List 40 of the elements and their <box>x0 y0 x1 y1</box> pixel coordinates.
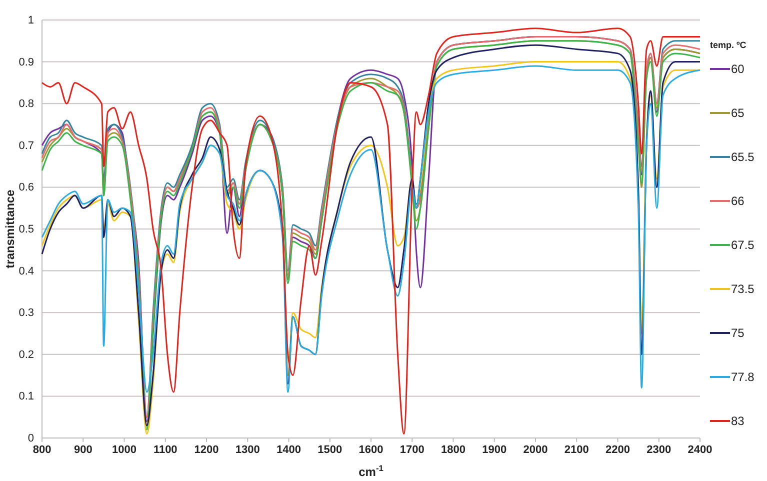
y-tick-label: 0.1 <box>18 390 34 403</box>
x-tick-label: 2200 <box>606 444 630 456</box>
y-tick-label: 0.4 <box>18 265 34 278</box>
x-tick-label: 2100 <box>564 444 589 456</box>
x-tick-label: 1700 <box>400 444 424 456</box>
y-tick-label: 0.6 <box>18 182 34 194</box>
x-tick-label: 1300 <box>235 444 260 456</box>
y-tick-label: 1 <box>28 14 34 27</box>
x-tick-label: 1000 <box>112 444 136 456</box>
x-tick-label: 900 <box>74 444 92 456</box>
legend-label: 65.5 <box>731 150 755 164</box>
x-tick-label: 1600 <box>358 444 384 456</box>
x-tick-label: 1200 <box>194 444 219 456</box>
legend-label: 73.5 <box>731 282 755 296</box>
y-tick-label: 0.5 <box>18 224 34 236</box>
x-tick-label: 2300 <box>646 444 672 456</box>
legend-label: 83 <box>731 414 745 428</box>
x-tick-label: 1100 <box>153 444 178 456</box>
legend-label: 67.5 <box>731 238 755 252</box>
y-tick-label: 0.3 <box>18 307 34 320</box>
x-tick-label: 1500 <box>318 444 342 456</box>
legend-label: 65 <box>731 106 745 120</box>
x-tick-label: 2000 <box>523 444 548 456</box>
legend-label: 75 <box>731 326 745 340</box>
y-tick-label: 0.8 <box>18 98 34 110</box>
y-tick-label: 0 <box>28 432 34 445</box>
x-tick-label: 1900 <box>482 444 507 456</box>
y-tick-label: 0.7 <box>18 140 34 152</box>
legend-label: 66 <box>731 194 745 208</box>
legend-label: 77.8 <box>731 370 755 384</box>
y-tick-label: 0.9 <box>18 56 34 68</box>
x-tick-label: 2400 <box>688 444 712 456</box>
y-tick-label: 0.2 <box>18 348 34 361</box>
x-tick-label: 1800 <box>441 444 466 456</box>
x-tick-label: 800 <box>32 444 52 456</box>
x-tick-label: 1400 <box>276 444 301 456</box>
legend-label: 60 <box>731 62 745 76</box>
y-axis-title: transmittance <box>3 189 17 268</box>
x-axis-title: cm$^{-1}$ <box>358 463 384 479</box>
legend-title: temp. ºC <box>710 40 747 50</box>
